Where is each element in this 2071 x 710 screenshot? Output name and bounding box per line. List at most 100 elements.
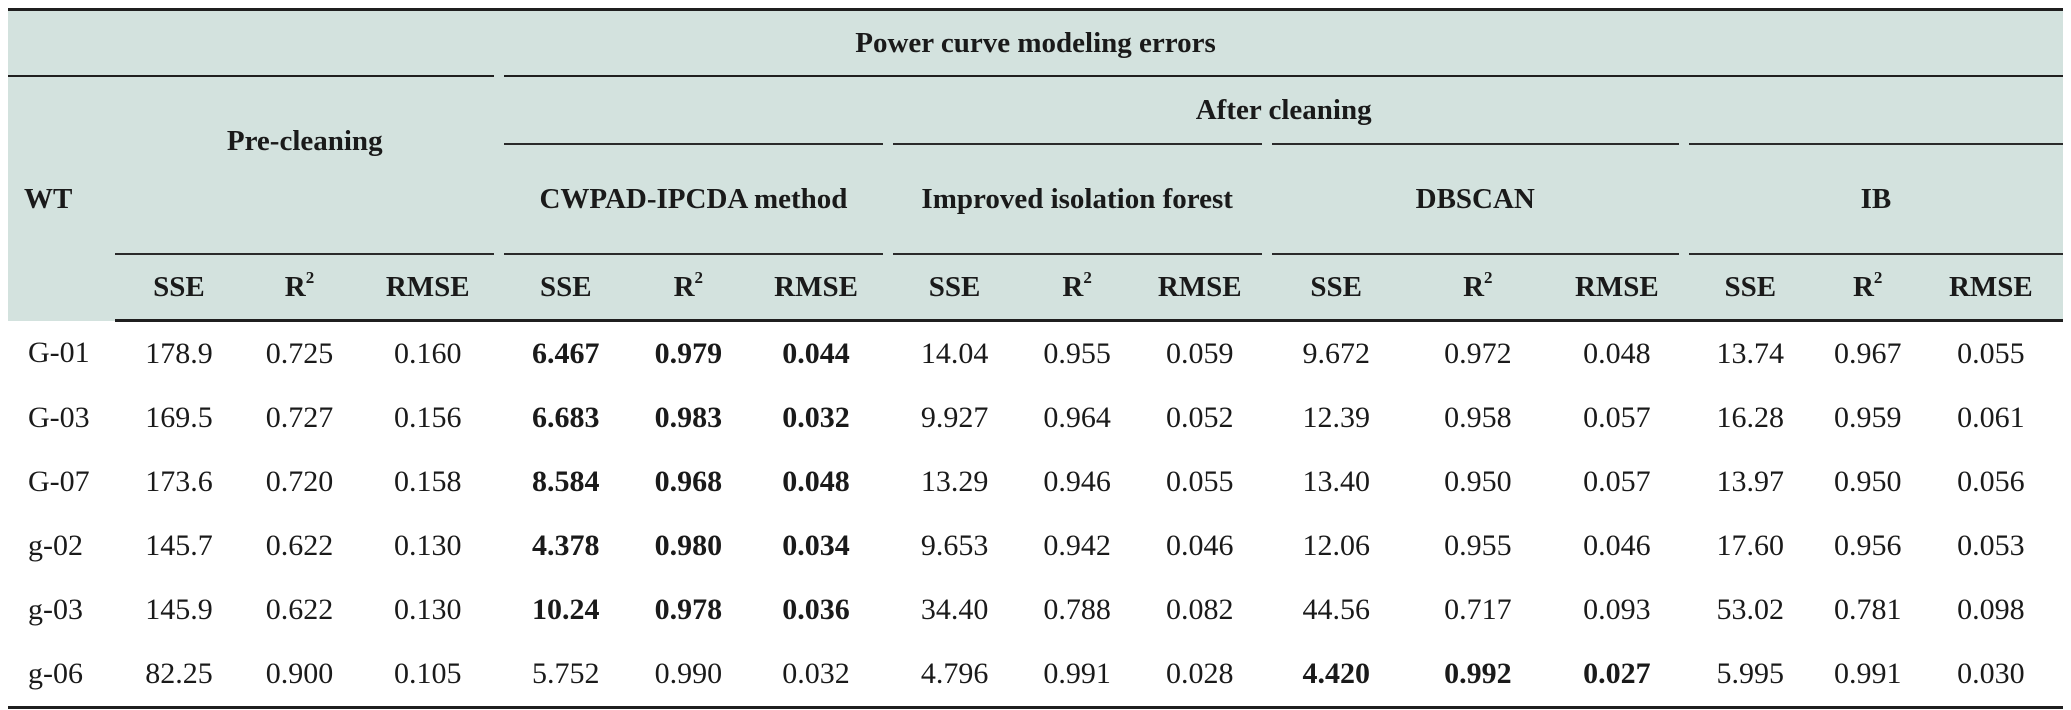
cell-improved-isolation-forest-r2: 0.991 [1021, 642, 1133, 709]
cell-cwpad-ipcda-sse: 10.24 [532, 593, 600, 626]
cell-pre-cleaning-rmse: 0.156 [393, 401, 462, 434]
cell-improved-isolation-forest-r2: 0.955 [1043, 337, 1111, 370]
table-title: Power curve modeling errors [8, 8, 2063, 77]
cell-ib-rmse: 0.030 [1918, 642, 2063, 709]
col-header-cwpad-ipcda-sse: SSE [499, 253, 633, 322]
header-pre-cleaning: Pre-cleaning [115, 76, 505, 254]
header-wt-label: WT [24, 182, 73, 215]
col-header-improved-isolation-forest-r2: R2 [1021, 253, 1133, 322]
cell-ib-r2: 0.781 [1833, 593, 1902, 626]
cell-pre-cleaning-sse: 178.9 [145, 337, 213, 370]
col-header-r-superscript: 2 [1484, 268, 1493, 287]
col-header-r-label: R [284, 271, 306, 303]
cell-ib-rmse: 0.055 [1957, 337, 2025, 370]
cell-ib-sse: 13.74 [1716, 337, 1785, 370]
cell-improved-isolation-forest-rmse: 0.052 [1165, 401, 1234, 434]
col-header-ib-rmse: RMSE [1918, 253, 2063, 322]
cell-wt: G-03 [28, 401, 90, 434]
cell-wt: g-03 [28, 593, 83, 626]
col-header-r-superscript: 2 [1083, 268, 1092, 287]
cell-pre-cleaning-sse: 169.5 [145, 401, 213, 434]
cell-improved-isolation-forest-rmse: 0.046 [1165, 529, 1234, 562]
col-header-r-superscript: 2 [1873, 268, 1883, 287]
cell-improved-isolation-forest-sse: 4.796 [887, 642, 1022, 709]
cell-cwpad-ipcda-r2: 0.978 [654, 593, 723, 626]
cell-pre-cleaning-sse: 145.7 [145, 529, 213, 562]
cell-pre-cleaning-sse: 173.6 [145, 465, 213, 498]
col-header-r-superscript: 2 [305, 268, 315, 287]
header-method-ib: IB [1683, 144, 2063, 255]
cell-cwpad-ipcda-r2: 0.980 [654, 529, 723, 562]
cell-improved-isolation-forest-sse: 34.40 [920, 593, 989, 626]
cell-dbscan-r2: 0.958 [1444, 401, 1512, 434]
cell-dbscan-rmse: 0.048 [1583, 337, 1651, 370]
cell-improved-isolation-forest-r2: 0.964 [1043, 401, 1111, 434]
col-header-dbscan-r2: R2 [1405, 253, 1550, 322]
cell-dbscan-rmse: 0.093 [1583, 593, 1651, 626]
column-header-row: SSE R2 RMSE SSE R2 RMSE SSE R2 RMSE SSE R2 RMSE SSE R… [8, 253, 2063, 322]
header-method-improved-isolation-forest: Improved isolation forest [887, 144, 1272, 255]
cell-dbscan-sse: 12.39 [1302, 401, 1370, 434]
cell-pre-cleaning-rmse: 0.130 [393, 529, 462, 562]
col-header-improved-isolation-forest-sse: SSE [887, 253, 1022, 322]
cell-dbscan-rmse: 0.057 [1583, 401, 1651, 434]
cell-wt: g-02 [28, 529, 83, 562]
cell-cwpad-ipcda-r2: 0.990 [632, 642, 745, 709]
cell-cwpad-ipcda-sse: 5.752 [499, 642, 633, 709]
cell-improved-isolation-forest-r2: 0.788 [1043, 593, 1111, 626]
cell-pre-cleaning-r2: 0.622 [265, 593, 334, 626]
col-header-r-label: R [1062, 271, 1084, 303]
cell-improved-isolation-forest-sse: 9.653 [920, 529, 989, 562]
cell-cwpad-ipcda-rmse: 0.032 [782, 401, 850, 434]
cell-dbscan-sse: 9.672 [1302, 337, 1370, 370]
cell-ib-sse: 16.28 [1716, 401, 1785, 434]
col-header-dbscan-rmse: RMSE [1549, 253, 1684, 322]
header-method-dbscan: DBSCAN [1266, 144, 1689, 255]
cell-pre-cleaning-r2: 0.725 [265, 337, 334, 370]
cell-cwpad-ipcda-sse: 6.467 [532, 337, 600, 370]
cell-improved-isolation-forest-sse: 14.04 [920, 337, 989, 370]
cell-dbscan-rmse: 0.046 [1583, 529, 1651, 562]
cell-wt: G-07 [28, 465, 90, 498]
header-method-cwpad-ipcda: CWPAD-IPCDA method [499, 144, 893, 255]
cell-cwpad-ipcda-rmse: 0.032 [744, 642, 888, 709]
cell-pre-cleaning-rmse: 0.158 [393, 465, 462, 498]
cell-cwpad-ipcda-sse: 6.683 [532, 401, 600, 434]
cell-pre-cleaning-rmse: 0.130 [393, 593, 462, 626]
cell-pre-cleaning-r2: 0.727 [265, 401, 334, 434]
cell-improved-isolation-forest-r2: 0.946 [1043, 465, 1111, 498]
cell-pre-cleaning-r2: 0.720 [265, 465, 334, 498]
table-row: G-01 178.9 0.725 0.160 6.467 0.979 0.044 14.04 0… [8, 321, 2063, 387]
cell-pre-cleaning-rmse: 0.160 [393, 337, 462, 370]
cell-pre-cleaning-rmse: 0.105 [356, 642, 500, 709]
cell-dbscan-rmse: 0.027 [1549, 642, 1684, 709]
col-header-pre-cleaning-rmse: RMSE [356, 253, 500, 322]
cell-ib-r2: 0.956 [1833, 529, 1902, 562]
cell-dbscan-sse: 44.56 [1302, 593, 1370, 626]
table-row: g-02 145.7 0.622 0.130 4.378 0.980 0.034 9.653 0… [8, 514, 2063, 578]
cell-dbscan-r2: 0.972 [1444, 337, 1512, 370]
col-header-ib-sse: SSE [1683, 253, 1817, 322]
cell-cwpad-ipcda-sse: 4.378 [532, 529, 600, 562]
cell-dbscan-rmse: 0.057 [1583, 465, 1651, 498]
cell-improved-isolation-forest-sse: 13.29 [920, 465, 989, 498]
cell-pre-cleaning-sse: 82.25 [115, 642, 243, 709]
cell-improved-isolation-forest-sse: 9.927 [920, 401, 989, 434]
cell-pre-cleaning-sse: 145.9 [145, 593, 213, 626]
cell-wt: g-06 [8, 642, 116, 709]
cell-ib-r2: 0.991 [1816, 642, 1919, 709]
cell-cwpad-ipcda-r2: 0.968 [654, 465, 723, 498]
cell-ib-rmse: 0.053 [1957, 529, 2025, 562]
col-header-r-label: R [1463, 271, 1485, 303]
col-header-cwpad-ipcda-r2: R2 [632, 253, 745, 322]
col-header-pre-cleaning-r2: R2 [242, 253, 357, 322]
cell-ib-sse: 17.60 [1716, 529, 1785, 562]
cell-ib-r2: 0.950 [1833, 465, 1902, 498]
cell-ib-rmse: 0.098 [1957, 593, 2025, 626]
col-header-r-label: R [673, 271, 695, 303]
table-row: g-06 82.25 0.900 0.105 5.752 0.990 0.032 4.796 0… [8, 642, 2063, 709]
power-curve-errors-table: Power curve modeling errors WT Pre-clean… [8, 8, 2063, 709]
header-pre-cleaning-label: Pre-cleaning [226, 125, 383, 157]
cell-improved-isolation-forest-rmse: 0.082 [1165, 593, 1234, 626]
cell-dbscan-sse: 13.40 [1302, 465, 1370, 498]
